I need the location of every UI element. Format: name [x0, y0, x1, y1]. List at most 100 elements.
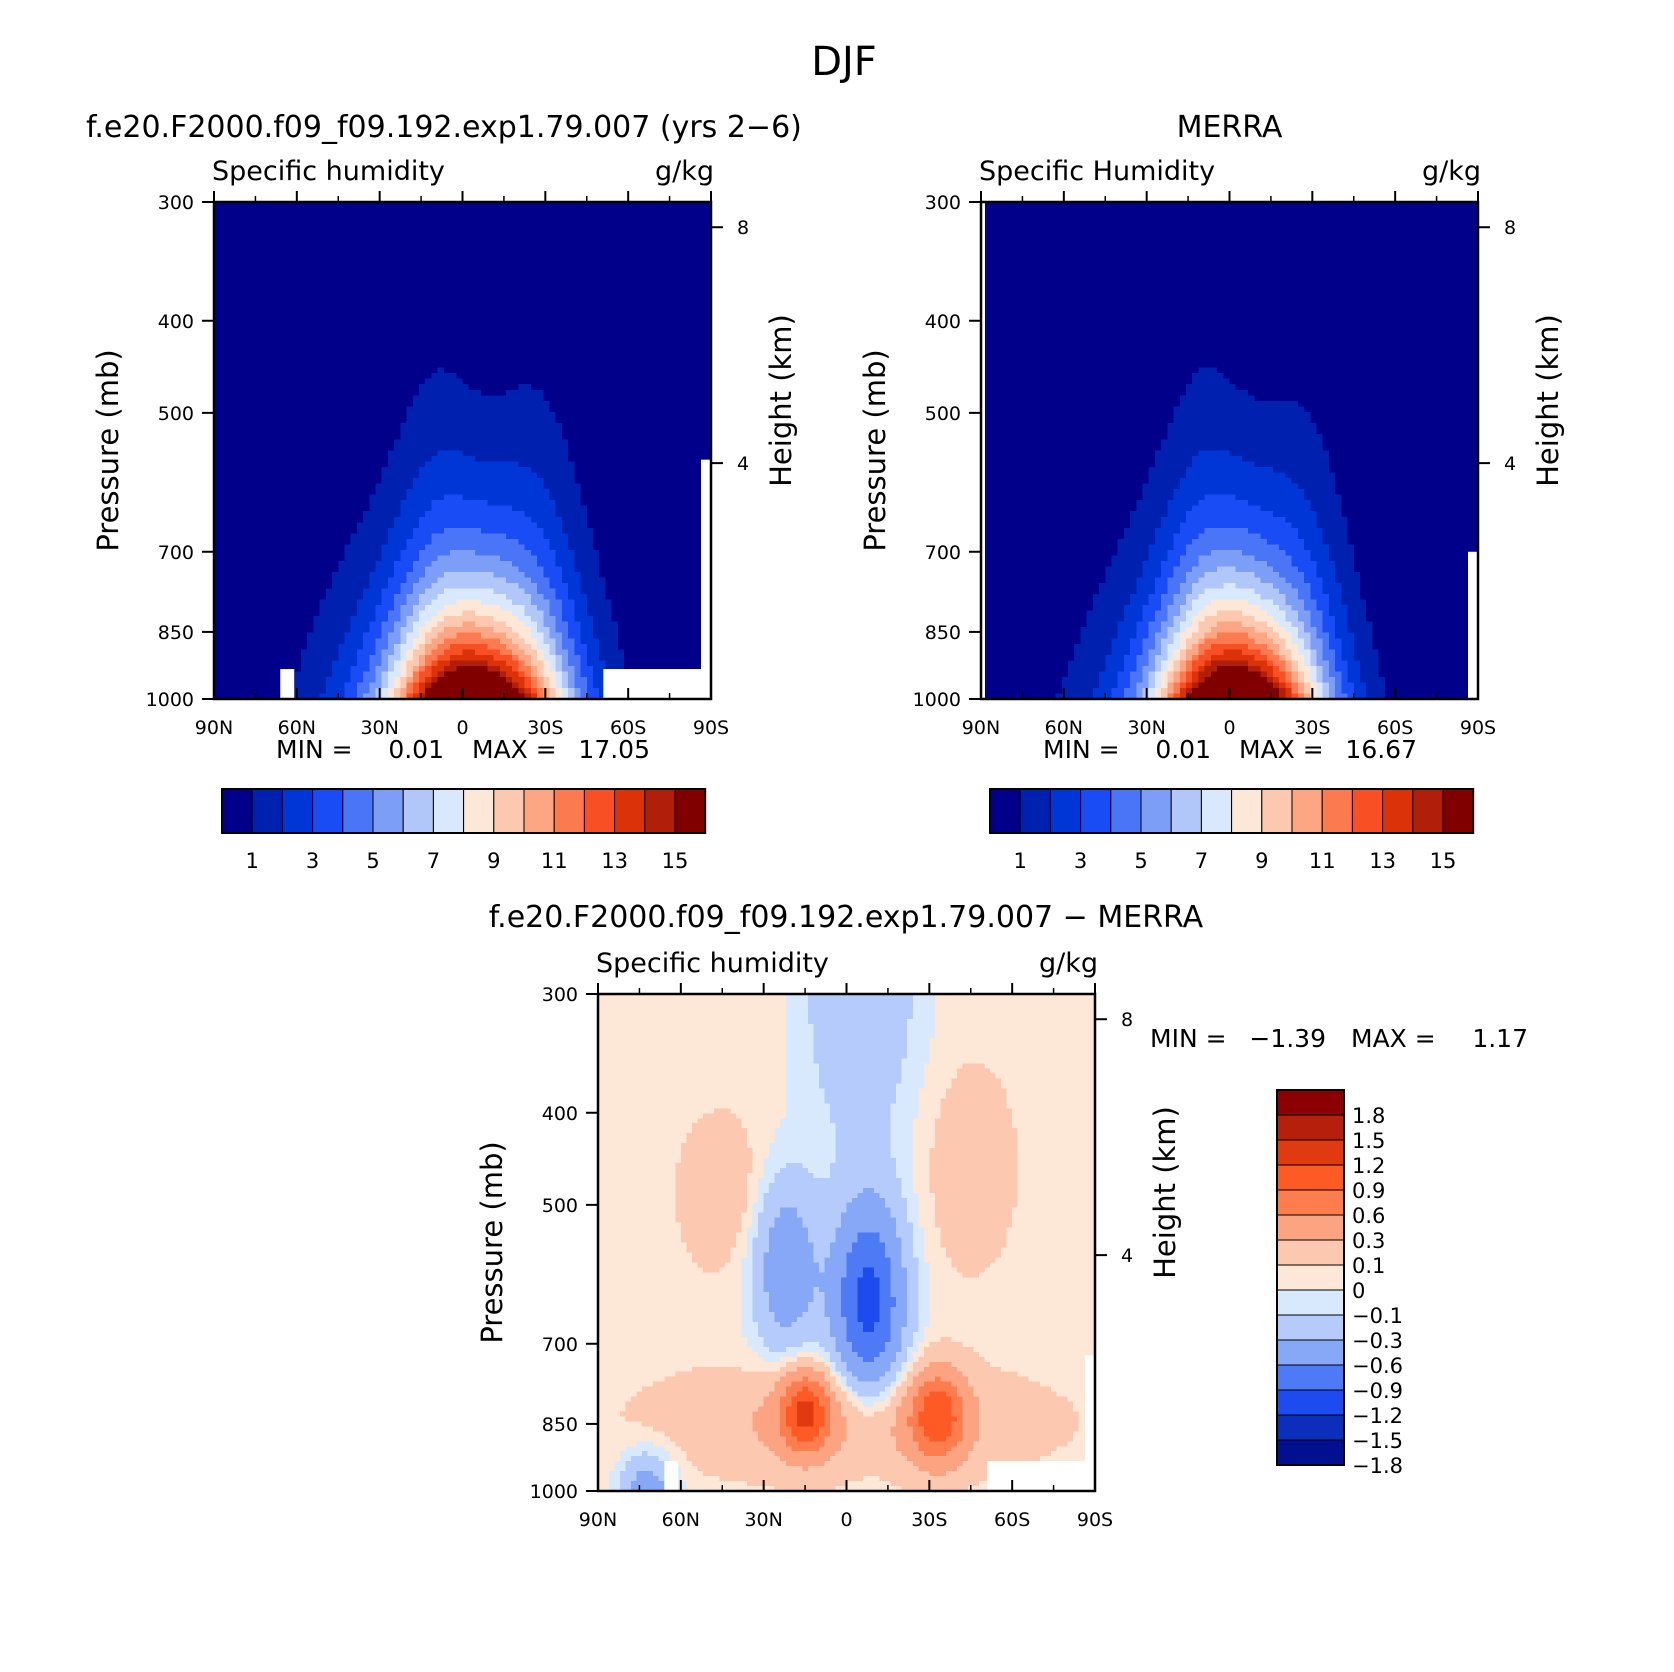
y-tick-label: 300 [158, 192, 194, 214]
colorbar-label: 0.9 [1352, 1179, 1385, 1203]
colorbar-label: 1 [246, 849, 259, 873]
x-tick-label: 0 [840, 1509, 852, 1531]
colorbar-box [1277, 1140, 1344, 1165]
colorbar-box [1277, 1315, 1344, 1340]
y-tick-label: 500 [158, 403, 194, 425]
colorbar-box [1171, 789, 1201, 833]
colorbar-box [1277, 1165, 1344, 1190]
colorbar-box [1050, 789, 1080, 833]
colorbar-label: 7 [427, 849, 440, 873]
missing-data-mask [1085, 1355, 1095, 1491]
colorbar-label: 13 [1369, 849, 1396, 873]
colorbar-box [403, 789, 433, 833]
colorbar-box [1277, 1365, 1344, 1390]
colorbar-box [1081, 789, 1111, 833]
min-value: 0.01 [1155, 735, 1211, 764]
missing-data-mask [280, 669, 294, 699]
plot-subtitle: Specific Humidity [979, 156, 1215, 187]
y-axis-label: Pressure (mb) [475, 1141, 509, 1343]
colorbar-box [645, 789, 675, 833]
colorbar-label: 1.8 [1352, 1104, 1385, 1128]
colorbar-box [1277, 1115, 1344, 1140]
y-tick-label: 300 [542, 984, 578, 1006]
x-tick-label: 0 [1223, 717, 1235, 739]
contour-field [981, 202, 1479, 700]
colorbar-box [222, 789, 252, 833]
colorbar-box [1413, 789, 1443, 833]
colorbar-box [524, 789, 554, 833]
colorbar-box [252, 789, 282, 833]
y-tick-label: 700 [542, 1334, 578, 1356]
y2-axis-label: Height (km) [1531, 314, 1565, 487]
colorbar-box [1277, 1390, 1344, 1415]
colorbar-box [494, 789, 524, 833]
y-tick-label: 400 [158, 311, 194, 333]
colorbar-label: 11 [541, 849, 568, 873]
y2-tick-label: 4 [737, 453, 749, 475]
min-label: MIN = [1043, 735, 1120, 764]
colorbar-label: 9 [487, 849, 500, 873]
y2-axis-label: Height (km) [764, 314, 798, 487]
colorbar-box [1277, 1415, 1344, 1440]
colorbar-box [1277, 1215, 1344, 1240]
y-tick-label: 1000 [530, 1481, 578, 1503]
x-tick-label: 60S [994, 1509, 1030, 1531]
max-value: 17.05 [578, 735, 650, 764]
y-tick-label: 850 [542, 1414, 578, 1436]
missing-data-mask [987, 1461, 1089, 1491]
y-tick-label: 1000 [913, 689, 961, 711]
figure-title: DJF [811, 39, 877, 85]
colorbar-box [554, 789, 584, 833]
panel-model-humidity: f.e20.F2000.f09_f09.192.exp1.79.007 (yrs… [86, 110, 802, 873]
plot-subtitle: Specific humidity [596, 948, 829, 979]
colorbar-label: 5 [1134, 849, 1147, 873]
colorbar-label: −1.2 [1352, 1404, 1403, 1428]
x-tick-label: 90S [693, 717, 729, 739]
plot-units: g/kg [655, 156, 714, 187]
y-tick-label: 400 [925, 311, 961, 333]
plot-units: g/kg [1039, 948, 1098, 979]
max-value: 16.67 [1345, 735, 1417, 764]
colorbar-label: 1.2 [1352, 1154, 1385, 1178]
y-tick-label: 700 [925, 542, 961, 564]
contour-field [598, 994, 1096, 1492]
x-tick-label: 0 [456, 717, 468, 739]
y-tick-label: 500 [542, 1195, 578, 1217]
colorbar-label: −0.1 [1352, 1304, 1403, 1328]
colorbar-label: 0 [1352, 1279, 1365, 1303]
plot-subtitle: Specific humidity [212, 156, 445, 187]
panel-difference: f.e20.F2000.f09_f09.192.exp1.79.007 − ME… [475, 900, 1528, 1531]
max-label: MAX = [1239, 735, 1324, 764]
min-value: −1.39 [1249, 1024, 1326, 1053]
colorbar-box [1277, 1265, 1344, 1290]
colorbar-box [433, 789, 463, 833]
colorbar-box [1383, 789, 1413, 833]
colorbar-label: −1.5 [1352, 1429, 1403, 1453]
max-value: 1.17 [1472, 1024, 1528, 1053]
y-tick-label: 700 [158, 542, 194, 564]
colorbar-box [1262, 789, 1292, 833]
colorbar-box [282, 789, 312, 833]
colorbar: 1 3 5 7 9 11 13 15 [222, 789, 705, 873]
colorbar-label: 13 [601, 849, 628, 873]
y-tick-label: 500 [925, 403, 961, 425]
y-tick-label: 850 [925, 622, 961, 644]
min-label: MIN = [276, 735, 353, 764]
colorbar-box [1232, 789, 1262, 833]
colorbar: 1 3 5 7 9 11 13 15 [990, 789, 1473, 873]
y-tick-label: 850 [158, 622, 194, 644]
missing-data-mask [603, 669, 705, 699]
min-label: MIN = [1150, 1024, 1227, 1053]
colorbar-box [313, 789, 343, 833]
colorbar-box [1277, 1190, 1344, 1215]
x-tick-label: 30N [744, 1509, 782, 1531]
x-tick-label: 90S [1460, 717, 1496, 739]
missing-data-mask [664, 1461, 678, 1491]
colorbar-box [373, 789, 403, 833]
colorbar: 1.81.51.20.90.60.30.10−0.1−0.3−0.6−0.9−1… [1277, 1090, 1403, 1478]
colorbar-box [1292, 789, 1322, 833]
colorbar-box [1277, 1340, 1344, 1365]
colorbar-label: −0.6 [1352, 1354, 1403, 1378]
x-tick-label: 60N [662, 1509, 700, 1531]
